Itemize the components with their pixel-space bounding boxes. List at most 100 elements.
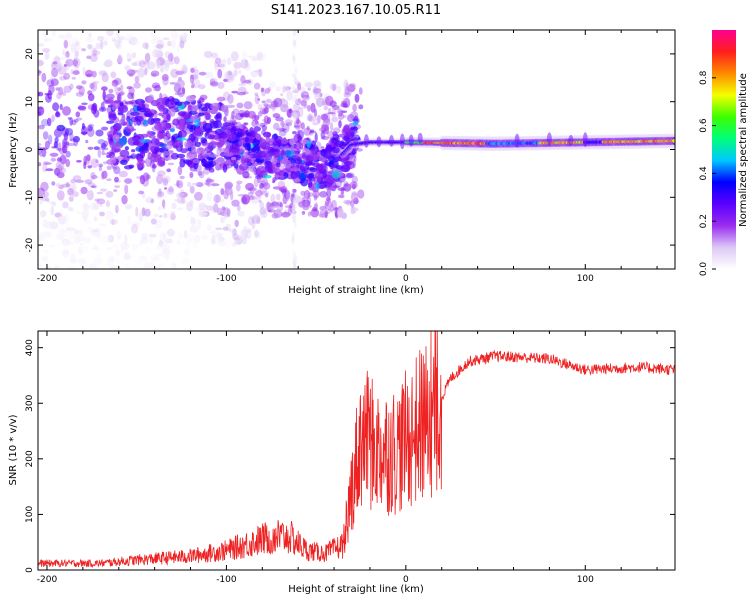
spectrogram-cell — [61, 91, 67, 97]
spectrogram-cell — [233, 237, 241, 241]
spectrogram-cell — [64, 141, 70, 146]
spectrogram-cell — [307, 211, 311, 217]
spectrogram-cell — [280, 120, 285, 127]
spectrogram-cell — [96, 198, 106, 205]
spectrogram-cell — [64, 53, 71, 59]
spectrogram-cell — [139, 175, 146, 185]
spectrogram-cell — [233, 62, 242, 70]
spectrogram-cell — [120, 241, 130, 251]
spectrogram-cell — [236, 180, 243, 185]
spectrogram-cell — [101, 86, 108, 91]
spectrogram-cell — [72, 57, 81, 68]
spectrogram-cell — [75, 111, 81, 118]
spectrogram-cell — [138, 59, 146, 68]
x-tick-label: -100 — [216, 575, 237, 585]
spectrogram-cell — [269, 206, 276, 210]
spectrogram-cell — [232, 228, 237, 237]
spectrogram-cell — [131, 149, 136, 153]
spectrogram-cell — [63, 249, 70, 256]
spectrogram-cell — [56, 63, 62, 72]
spectrogram-cell — [131, 221, 140, 229]
spectrogram-cell — [263, 121, 270, 125]
spectrogram-cell — [349, 181, 358, 189]
spectrogram-cell — [288, 205, 293, 216]
spectrogram-cell — [264, 192, 269, 198]
spectrogram-cell — [193, 69, 200, 76]
spectrogram-cell — [124, 66, 131, 71]
spectrogram-cell — [59, 76, 67, 81]
spectrogram-cell — [278, 187, 287, 192]
spectrogram-cell — [154, 225, 158, 234]
spectrogram-cell — [181, 87, 186, 95]
spectrogram-cell — [144, 52, 151, 63]
spectrogram-cell — [343, 115, 347, 118]
spectrogram-cell — [162, 177, 169, 186]
spectrogram-cell — [303, 189, 311, 200]
spectrogram-cell — [41, 72, 47, 83]
spectrogram-cell — [230, 123, 236, 128]
spectrogram-cell — [183, 230, 188, 239]
spectrogram-cell — [181, 64, 188, 75]
spectrogram-cell — [50, 157, 57, 162]
spectrogram-cell — [116, 230, 122, 240]
spectrogram-cell — [291, 214, 295, 223]
spectrogram-cell — [169, 263, 173, 266]
spectrogram-cell — [257, 173, 262, 184]
spectrogram-cell — [256, 51, 263, 61]
spectrogram-cell — [43, 191, 49, 198]
spectrogram-cell — [260, 141, 271, 150]
spectrogram-cell — [61, 144, 68, 154]
spectrogram-cell — [105, 247, 113, 251]
spectrogram-cell — [324, 124, 330, 135]
spectrogram-cell — [514, 133, 520, 148]
spectrogram-cell — [100, 144, 105, 151]
spectrogram-cell — [125, 34, 133, 39]
spectrogram-cell — [299, 92, 309, 96]
spectrogram-cell — [281, 211, 291, 218]
spectrogram-cell — [147, 261, 155, 269]
spectrogram-cell — [226, 104, 236, 108]
spectrogram-cell — [149, 134, 156, 139]
spectrogram-cell — [116, 95, 121, 101]
spectrogram-cell — [95, 159, 99, 163]
spectrogram-cell — [220, 216, 225, 224]
spectrogram-cell — [41, 147, 47, 158]
spectrogram-cell — [69, 207, 74, 212]
spectrogram-cell — [254, 82, 261, 90]
spectrogram-cell — [266, 132, 272, 138]
spectrogram-cell — [150, 70, 160, 77]
spectrogram-cell — [417, 132, 423, 144]
spectrogram-cell — [70, 42, 77, 53]
spectrogram-cell — [242, 237, 247, 245]
spectrogram-cell — [53, 265, 60, 269]
spectrogram-cell — [121, 195, 128, 205]
spectrogram-cell — [325, 95, 334, 107]
spectrogram-cell — [224, 185, 233, 196]
spectrogram-cell — [291, 210, 297, 215]
spectrogram-cell — [177, 111, 187, 117]
spectrogram-cell — [177, 87, 186, 98]
spectrogram-cell — [284, 150, 292, 156]
spectrogram-cell — [40, 210, 47, 218]
spectrogram-cell — [166, 228, 175, 237]
spectrogram-cell — [227, 134, 237, 142]
spectrogram-cell — [222, 91, 231, 101]
spectrogram-cell — [238, 69, 242, 75]
spectrogram-cell — [91, 175, 98, 179]
spectrogram-cell — [189, 171, 194, 179]
colorbar: 0.0 0.2 0.4 0.6 0.8 Normalized spectral ampl… — [699, 30, 749, 276]
spectrogram-cell — [91, 50, 101, 56]
spectrogram-cell — [308, 115, 317, 123]
spectrogram-cell — [234, 240, 238, 243]
spectrogram-cell — [183, 248, 191, 256]
spectrogram-cell — [221, 127, 226, 132]
spectrogram-cell — [228, 131, 235, 136]
spectrogram-cell — [305, 82, 314, 88]
spectrogram-cell — [119, 119, 125, 126]
spectrogram-cell — [274, 152, 281, 158]
spectrogram-cell — [231, 241, 236, 247]
spectrogram-cell — [326, 188, 332, 199]
spectrogram-cell — [210, 81, 219, 87]
spectrogram-cell — [145, 174, 151, 180]
spectrogram-cell — [292, 110, 301, 119]
